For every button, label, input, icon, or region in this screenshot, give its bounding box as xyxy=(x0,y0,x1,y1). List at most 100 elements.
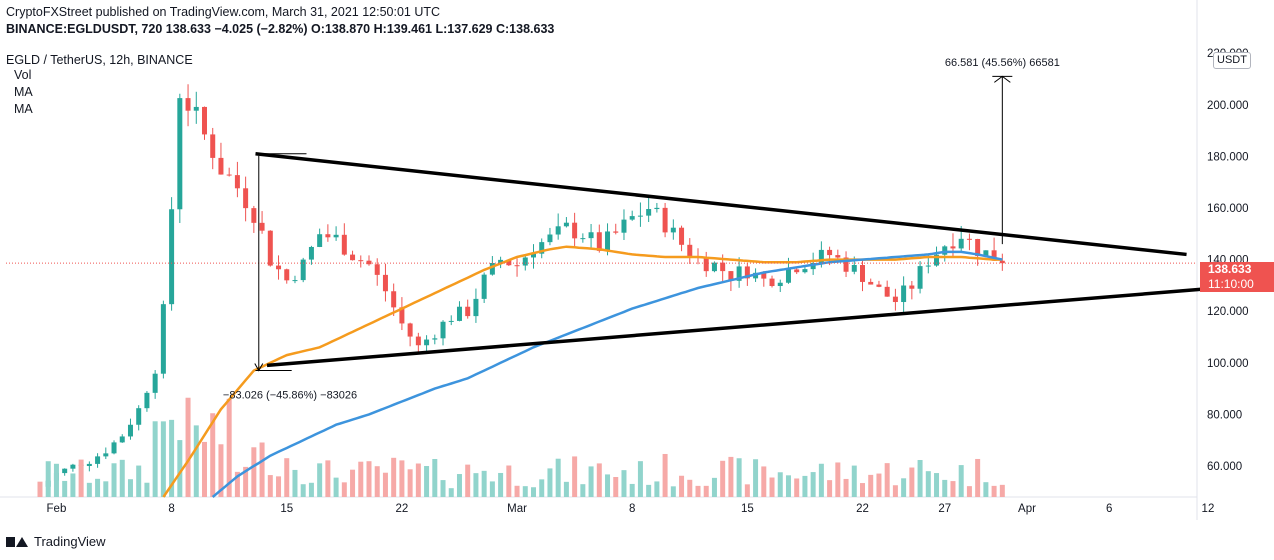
x-tick-label: 22 xyxy=(856,503,869,515)
x-tick-label: 15 xyxy=(741,503,754,515)
candle-body xyxy=(259,222,265,231)
volume-bar xyxy=(160,421,166,497)
volume-bar xyxy=(177,440,183,497)
candle-body xyxy=(267,230,273,266)
volume-bar xyxy=(703,485,709,497)
candle-body xyxy=(333,234,339,238)
candle-body xyxy=(144,392,150,409)
legend-vol[interactable]: Vol xyxy=(14,68,32,82)
candle-body xyxy=(777,282,783,287)
pair-title[interactable]: EGLD / TetherUS, 12h, BINANCE xyxy=(6,53,193,67)
volume-bar xyxy=(86,482,92,497)
currency-badge[interactable]: USDT xyxy=(1213,52,1251,69)
volume-bar xyxy=(547,468,553,497)
candle-body xyxy=(210,134,216,158)
candle-body xyxy=(670,227,676,233)
volume-bar xyxy=(868,474,874,497)
volume-bar xyxy=(350,469,356,497)
candle-body xyxy=(868,281,874,285)
measure-up-label: 66.581 (45.56%) 66581 xyxy=(945,57,1060,69)
volume-bar xyxy=(522,486,528,497)
last-price-tag-value: 138.633 xyxy=(1208,262,1252,276)
candle-body xyxy=(193,106,199,111)
volume-bar xyxy=(456,474,462,497)
volume-bar xyxy=(761,466,767,497)
candle-body xyxy=(391,291,397,308)
volume-bar xyxy=(531,487,536,497)
candle-body xyxy=(876,284,882,287)
volume-bar xyxy=(679,475,685,497)
low-value: 137.629 xyxy=(447,22,493,36)
volume-bar xyxy=(506,465,512,497)
volume-bar xyxy=(111,463,117,497)
candle-body xyxy=(539,242,545,254)
volume-bar xyxy=(555,458,561,497)
candle-body xyxy=(136,408,142,425)
candle-body xyxy=(86,463,92,467)
candle-body xyxy=(629,216,635,220)
candle-body xyxy=(160,304,166,374)
volume-bar xyxy=(621,470,627,497)
volume-bar xyxy=(687,479,693,497)
volume-bar xyxy=(169,419,175,497)
volume-bar xyxy=(308,482,314,497)
volume-bar xyxy=(670,486,676,497)
candle-body xyxy=(465,306,471,317)
candle-body xyxy=(292,280,298,282)
x-tick-label: 12 xyxy=(1202,503,1215,515)
candle-body xyxy=(506,259,512,266)
ma-slow-line xyxy=(211,250,1003,498)
y-tick-label: 80.000 xyxy=(1207,409,1242,421)
volume-bar xyxy=(843,478,849,497)
trendline-upper xyxy=(255,152,1187,257)
volume-bar xyxy=(876,473,882,497)
volume-bar xyxy=(901,478,907,497)
volume-bar xyxy=(827,480,833,497)
candle-body xyxy=(901,285,907,303)
candle-body xyxy=(720,262,726,272)
volume-bar xyxy=(925,471,931,497)
candle-body xyxy=(481,274,487,299)
volume-bar xyxy=(465,464,471,497)
candle-body xyxy=(276,265,282,270)
candle-body xyxy=(226,174,232,176)
footer[interactable]: TradingView xyxy=(6,534,106,549)
publish-info: CryptoFXStreet published on TradingView.… xyxy=(6,5,440,20)
volume-bar xyxy=(391,457,397,497)
candle-body xyxy=(300,259,306,281)
volume-bar xyxy=(95,478,101,497)
candle-body xyxy=(317,234,323,247)
candle-body xyxy=(761,272,767,279)
y-tick-label: 100.000 xyxy=(1207,358,1249,370)
volume-bar xyxy=(695,485,701,497)
volume-bar xyxy=(218,444,224,497)
candle-body xyxy=(917,266,923,289)
volume-bar xyxy=(958,465,964,497)
volume-bar xyxy=(753,459,759,497)
candle-body xyxy=(366,260,372,265)
last-price-tag: 138.633 11:10:00 xyxy=(1200,262,1274,292)
y-tick-label: 120.000 xyxy=(1207,306,1249,318)
volume-bar xyxy=(851,465,857,497)
volume-bar xyxy=(432,458,438,497)
volume-bar xyxy=(325,460,331,497)
volume-bar xyxy=(711,477,717,497)
candle-body xyxy=(637,215,643,217)
volume-bar xyxy=(654,481,660,497)
candle-body xyxy=(127,424,133,437)
candle-body xyxy=(703,258,709,272)
legend-ma-fast[interactable]: MA xyxy=(14,85,33,99)
candle-body xyxy=(950,246,956,249)
volume-bar xyxy=(144,482,150,497)
brand-name: TradingView xyxy=(34,534,106,549)
symbol-code: BINANCE:EGLDUSDT, 720 xyxy=(6,22,163,36)
legend-ma-slow[interactable]: MA xyxy=(14,102,33,116)
candle-body xyxy=(62,468,68,474)
candle-body xyxy=(456,306,462,321)
candle-body xyxy=(382,274,388,292)
volume-bar xyxy=(728,456,734,497)
x-tick-label: 27 xyxy=(938,503,951,515)
volume-bar xyxy=(999,484,1005,497)
candle-body xyxy=(662,207,668,233)
